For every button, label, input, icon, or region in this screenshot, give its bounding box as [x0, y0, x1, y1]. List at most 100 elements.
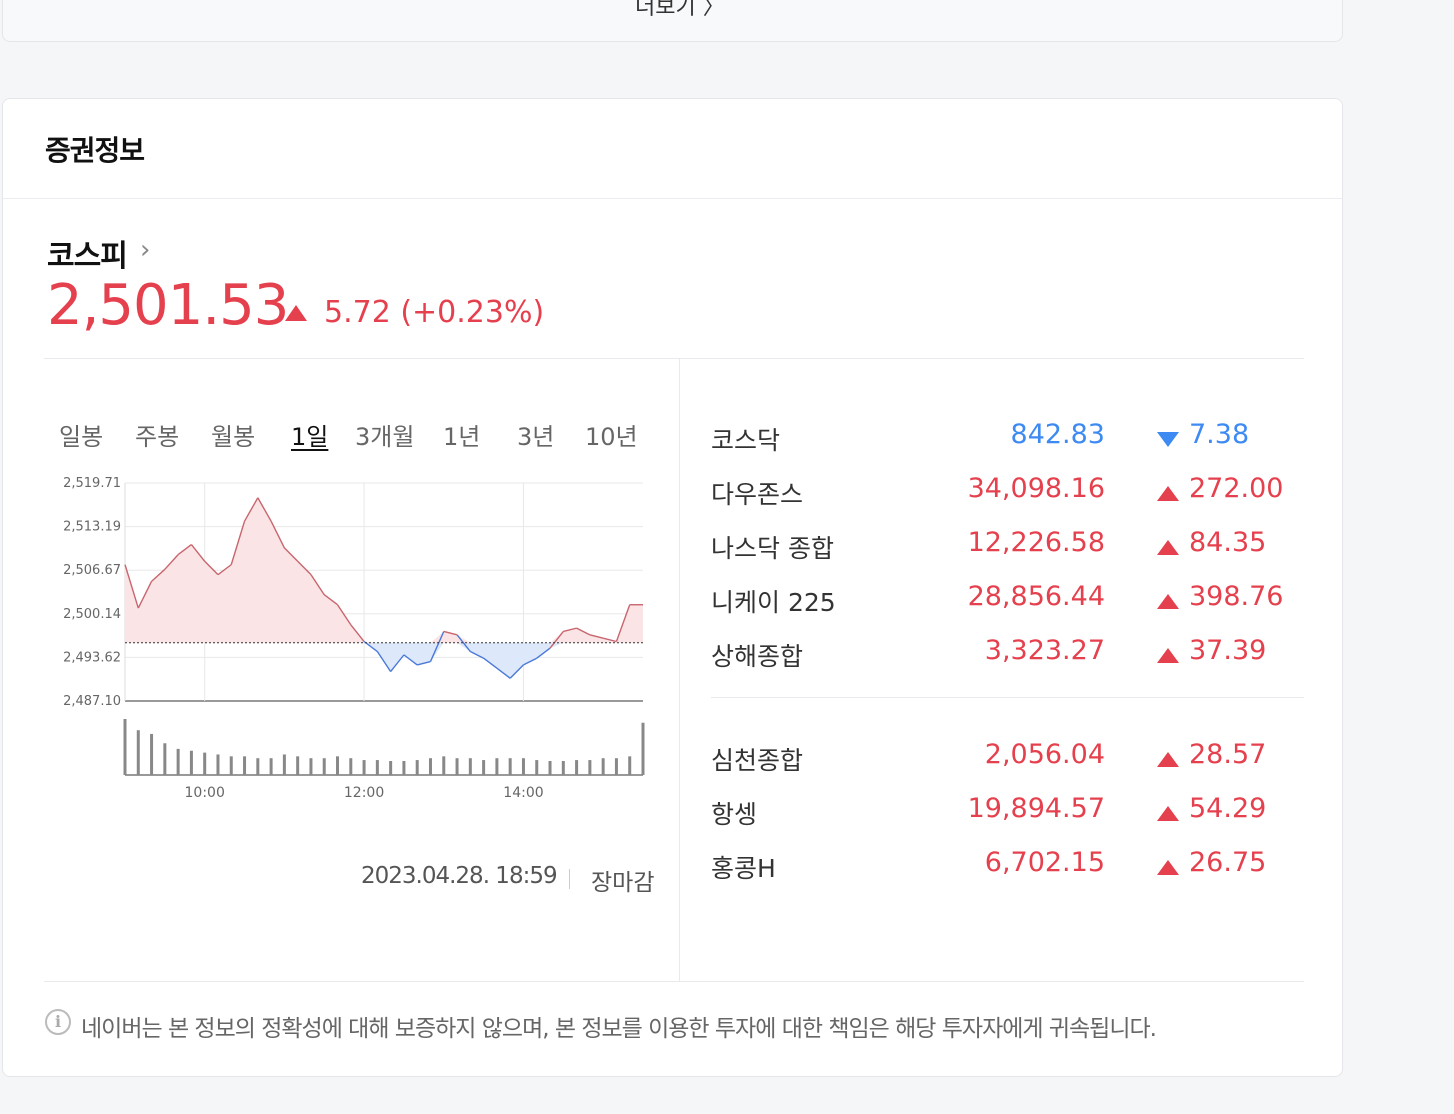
volume-bar	[309, 758, 313, 775]
price-line-segment	[602, 637, 617, 643]
tab-weekly[interactable]: 주봉	[135, 423, 180, 451]
price-line-segment	[204, 560, 219, 576]
y-tick-label: 2,519.71	[63, 476, 121, 491]
x-tick-label: 14:00	[503, 785, 543, 801]
price-line-segment	[509, 664, 524, 679]
price-line-segment	[483, 657, 498, 669]
volume-bar	[336, 756, 340, 775]
chevron-right-icon[interactable]: ›	[140, 235, 151, 265]
volume-bar	[575, 760, 579, 775]
index-name: 니케이 225	[711, 588, 836, 617]
title-divider	[3, 198, 1342, 199]
volume-bar	[389, 761, 393, 775]
index-value: 28,856.44	[967, 581, 1105, 612]
triangle-up-icon	[1157, 486, 1179, 501]
index-name: 항셍	[711, 800, 758, 829]
price-line-segment	[177, 544, 192, 556]
price-line-segment	[336, 604, 352, 626]
volume-bar	[535, 760, 539, 775]
price-line-segment	[164, 554, 179, 570]
price-line-segment	[376, 651, 392, 672]
x-tick-label: 12:00	[344, 785, 384, 801]
volume-bar	[588, 760, 592, 775]
price-line-segment	[429, 631, 445, 662]
volume-bar	[561, 761, 565, 775]
index-row-shenzhen[interactable]: 심천종합 2,056.04 28.57	[711, 737, 1311, 777]
price-line-segment	[124, 564, 139, 609]
index-row-dow[interactable]: 다우존스 34,098.16 272.00	[711, 471, 1311, 511]
price-line-segment	[190, 544, 206, 562]
price-line-segment	[243, 497, 259, 522]
volume-bar	[229, 756, 233, 775]
index-value: 6,702.15	[984, 847, 1105, 878]
main-index-value: 2,501.53	[47, 273, 289, 338]
index-change: 84.35	[1189, 527, 1267, 558]
price-line-segment	[536, 647, 551, 659]
main-index-name[interactable]: 코스피	[47, 239, 128, 274]
section-divider	[44, 358, 1304, 359]
volume-bar	[282, 754, 286, 775]
volume-bar	[163, 743, 167, 775]
volume-bar	[614, 758, 618, 775]
market-status: 장마감	[591, 870, 655, 896]
volume-bar	[628, 756, 632, 775]
index-name: 나스닥 종합	[711, 534, 834, 563]
index-change: 272.00	[1189, 473, 1284, 504]
triangle-up-icon	[285, 305, 307, 321]
price-line-segment	[270, 520, 286, 549]
volume-bar	[269, 758, 273, 775]
securities-card: 증권정보 코스피 › 2,501.53 5.72 (+0.23%) 일봉 주봉 …	[2, 98, 1343, 1077]
index-row-shanghai[interactable]: 상해종합 3,323.27 37.39	[711, 633, 1311, 673]
index-row-hongkong-h[interactable]: 홍콩H 6,702.15 26.75	[711, 845, 1311, 885]
index-change: 26.75	[1189, 847, 1267, 878]
triangle-up-icon	[1157, 648, 1179, 663]
tab-3years[interactable]: 3년	[517, 423, 555, 451]
volume-bar	[203, 752, 207, 775]
index-row-kosdaq[interactable]: 코스닥 842.83 7.38	[711, 417, 1311, 457]
triangle-up-icon	[1157, 806, 1179, 821]
price-line-segment	[297, 560, 312, 576]
tab-10years[interactable]: 10년	[585, 423, 638, 451]
previous-card: 더보기 〉	[2, 0, 1343, 42]
price-line-segment	[563, 627, 577, 633]
price-line-segment	[403, 654, 418, 666]
volume-bar	[296, 756, 300, 775]
index-row-nasdaq[interactable]: 나스닥 종합 12,226.58 84.35	[711, 525, 1311, 565]
index-row-nikkei[interactable]: 니케이 225 28,856.44 398.76	[711, 579, 1311, 619]
index-value: 12,226.58	[967, 527, 1105, 558]
volume-bar	[548, 761, 552, 775]
index-value: 842.83	[1010, 419, 1105, 450]
volume-bar	[641, 722, 645, 775]
price-line-segment	[151, 568, 166, 582]
volume-bar	[123, 719, 127, 775]
index-row-hangseng[interactable]: 항셍 19,894.57 54.29	[711, 791, 1311, 831]
period-tabs: 일봉 주봉 월봉 1일 3개월 1년 3년 10년	[59, 417, 649, 451]
intraday-chart[interactable]: 2,519.71 2,513.19 2,506.67 2,500.14 2,493.62…	[47, 469, 653, 809]
volume-bar	[349, 758, 353, 775]
index-change: 28.57	[1189, 739, 1267, 770]
tab-daily[interactable]: 일봉	[59, 423, 104, 451]
index-change: 54.29	[1189, 793, 1267, 824]
disclaimer-text: 네이버는 본 정보의 정확성에 대해 보증하지 않으며, 본 정보를 이용한 투…	[81, 1016, 1157, 1042]
volume-bar	[468, 758, 472, 775]
tab-1day[interactable]: 1일	[291, 423, 329, 451]
price-line-segment	[417, 660, 431, 666]
volume-bar	[243, 756, 247, 775]
price-line-segment	[137, 581, 153, 609]
y-tick-label: 2,506.67	[63, 563, 121, 578]
price-line-segment	[217, 564, 232, 576]
volume-bar	[176, 748, 180, 775]
index-name: 심천종합	[711, 746, 804, 775]
volume-bar	[428, 758, 432, 775]
volume-bar	[455, 758, 459, 775]
up-area	[125, 497, 643, 643]
price-line-segment	[589, 634, 604, 639]
y-tick-label: 2,487.10	[63, 694, 121, 709]
tab-1year[interactable]: 1년	[443, 423, 481, 451]
tab-monthly[interactable]: 월봉	[211, 423, 256, 451]
volume-bar	[136, 730, 140, 775]
more-link[interactable]: 더보기 〉	[635, 0, 725, 20]
tab-3months[interactable]: 3개월	[355, 423, 415, 451]
volume-bar	[189, 750, 193, 775]
triangle-up-icon	[1157, 752, 1179, 767]
